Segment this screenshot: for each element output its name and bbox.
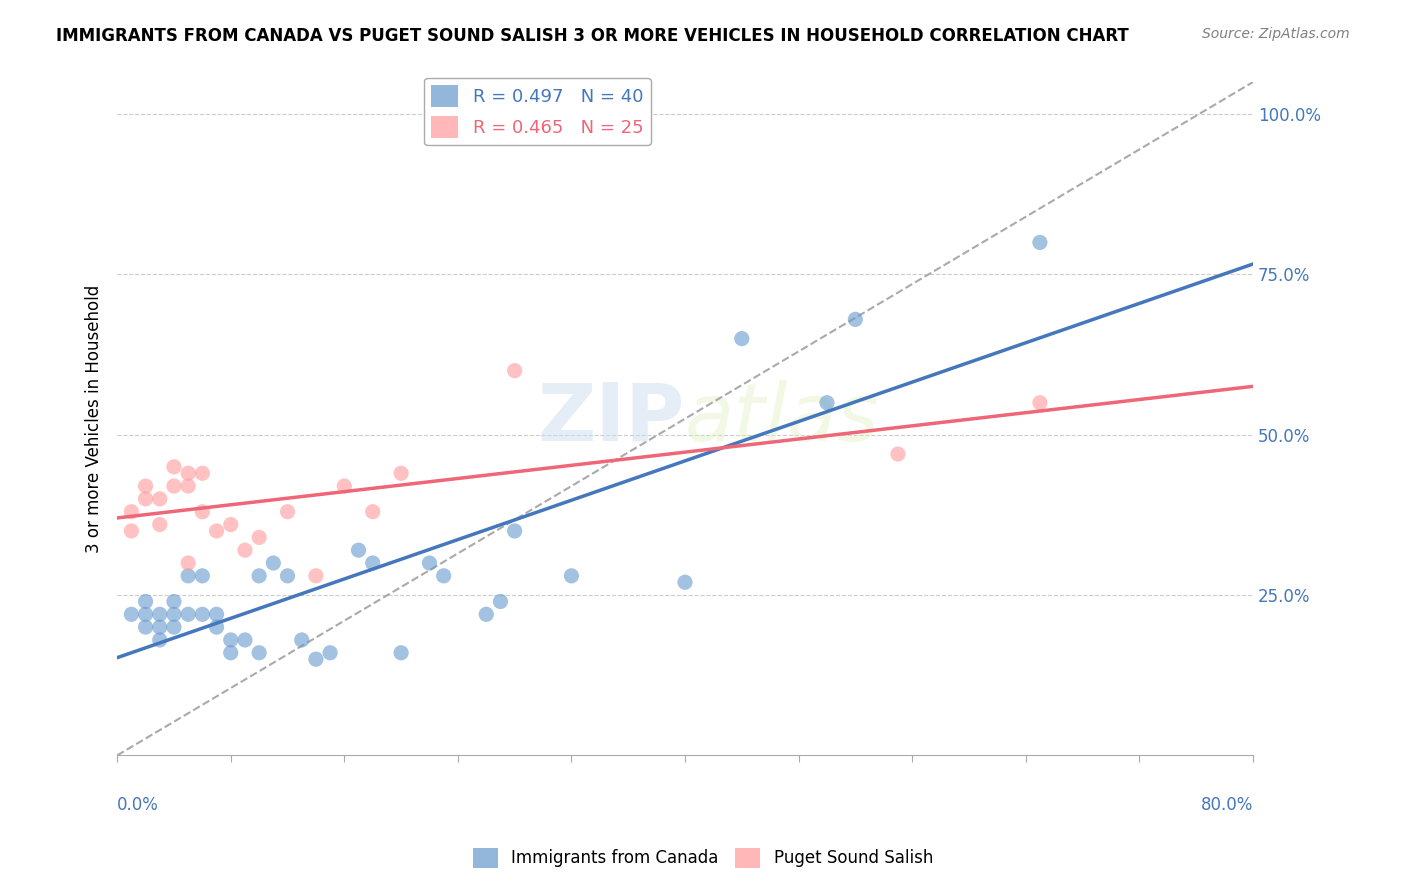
- Text: 80.0%: 80.0%: [1201, 796, 1253, 814]
- Point: [844, 312, 866, 326]
- Point: [135, 491, 157, 506]
- Point: [389, 467, 412, 481]
- Point: [233, 543, 256, 558]
- Point: [389, 646, 412, 660]
- Point: [1029, 395, 1052, 409]
- Point: [305, 569, 328, 583]
- Point: [361, 505, 384, 519]
- Point: [120, 505, 142, 519]
- Point: [177, 569, 200, 583]
- Point: [361, 556, 384, 570]
- Point: [333, 479, 356, 493]
- Point: [163, 459, 186, 474]
- Point: [319, 646, 342, 660]
- Point: [247, 569, 270, 583]
- Point: [163, 620, 186, 634]
- Point: [163, 479, 186, 493]
- Point: [205, 607, 228, 622]
- Point: [205, 620, 228, 634]
- Legend: R = 0.497   N = 40, R = 0.465   N = 25: R = 0.497 N = 40, R = 0.465 N = 25: [425, 78, 651, 145]
- Point: [277, 569, 299, 583]
- Point: [191, 569, 214, 583]
- Point: [673, 575, 696, 590]
- Point: [1029, 235, 1052, 250]
- Point: [177, 607, 200, 622]
- Point: [149, 517, 172, 532]
- Point: [149, 632, 172, 647]
- Text: IMMIGRANTS FROM CANADA VS PUGET SOUND SALISH 3 OR MORE VEHICLES IN HOUSEHOLD COR: IMMIGRANTS FROM CANADA VS PUGET SOUND SA…: [56, 27, 1129, 45]
- Point: [149, 491, 172, 506]
- Legend: Immigrants from Canada, Puget Sound Salish: Immigrants from Canada, Puget Sound Sali…: [467, 841, 939, 875]
- Point: [163, 607, 186, 622]
- Point: [291, 632, 314, 647]
- Point: [191, 607, 214, 622]
- Point: [149, 607, 172, 622]
- Point: [433, 569, 456, 583]
- Point: [191, 505, 214, 519]
- Point: [135, 620, 157, 634]
- Point: [247, 530, 270, 544]
- Y-axis label: 3 or more Vehicles in Household: 3 or more Vehicles in Household: [86, 285, 103, 553]
- Point: [135, 607, 157, 622]
- Point: [277, 505, 299, 519]
- Point: [205, 524, 228, 538]
- Point: [262, 556, 284, 570]
- Point: [503, 524, 526, 538]
- Point: [418, 556, 440, 570]
- Point: [247, 646, 270, 660]
- Point: [347, 543, 370, 558]
- Point: [815, 395, 838, 409]
- Point: [503, 364, 526, 378]
- Point: [887, 447, 910, 461]
- Text: Source: ZipAtlas.com: Source: ZipAtlas.com: [1202, 27, 1350, 41]
- Point: [560, 569, 582, 583]
- Point: [305, 652, 328, 666]
- Text: 0.0%: 0.0%: [117, 796, 159, 814]
- Point: [219, 646, 242, 660]
- Point: [219, 517, 242, 532]
- Point: [135, 594, 157, 608]
- Point: [475, 607, 498, 622]
- Point: [489, 594, 512, 608]
- Point: [120, 524, 142, 538]
- Point: [177, 556, 200, 570]
- Point: [177, 479, 200, 493]
- Point: [233, 632, 256, 647]
- Text: atlas: atlas: [685, 380, 880, 458]
- Point: [120, 607, 142, 622]
- Point: [731, 332, 754, 346]
- Point: [219, 632, 242, 647]
- Point: [191, 467, 214, 481]
- Point: [135, 479, 157, 493]
- Text: ZIP: ZIP: [537, 380, 685, 458]
- Point: [149, 620, 172, 634]
- Point: [163, 594, 186, 608]
- Point: [177, 467, 200, 481]
